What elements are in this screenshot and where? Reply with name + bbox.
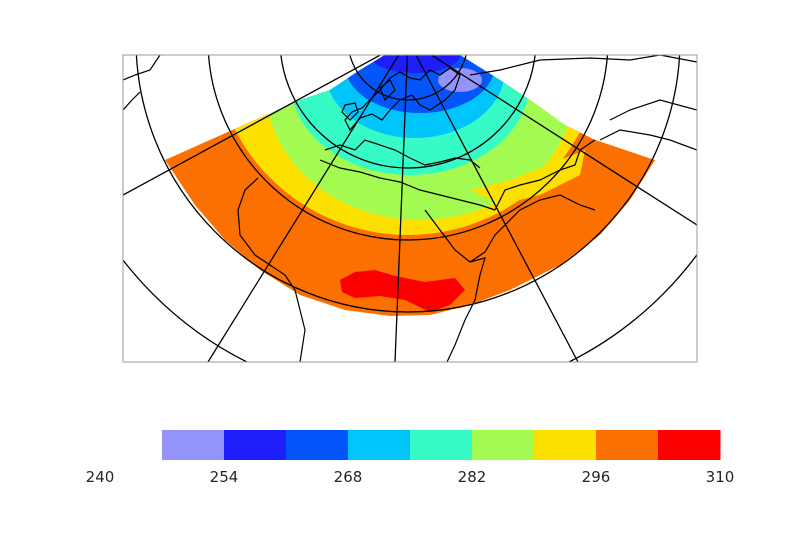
parallel-2 [280,55,536,169]
meridian-4 [415,55,579,362]
parallel-1 [349,55,467,101]
band-247-254 [438,68,482,92]
meridian-5 [430,55,697,226]
meridian-2 [207,55,400,362]
temperature-field [165,55,655,316]
meridian-1 [123,55,382,196]
parallel-4 [135,55,681,313]
band-303-310-patch [340,270,465,312]
meridian-3 [394,55,409,362]
parallel-3 [207,55,609,241]
coastlines [123,55,697,362]
map-frame [122,54,698,363]
graticule [123,55,697,362]
